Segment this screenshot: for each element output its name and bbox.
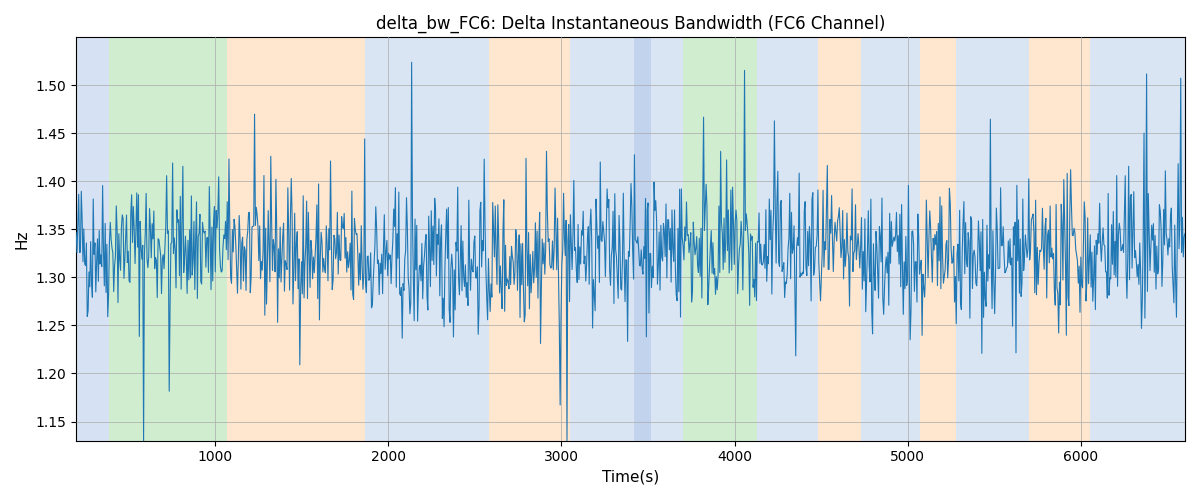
Bar	[920, 38, 956, 440]
Bar	[956, 38, 1030, 440]
Bar	[1090, 38, 1184, 440]
Bar	[76, 38, 109, 440]
Bar	[634, 38, 652, 440]
Bar	[817, 38, 862, 440]
Bar	[570, 38, 634, 440]
Bar	[757, 38, 817, 440]
Bar	[227, 38, 366, 440]
Bar	[652, 38, 683, 440]
Bar	[366, 38, 488, 440]
Y-axis label: Hz: Hz	[14, 230, 30, 249]
Bar	[862, 38, 920, 440]
Bar	[488, 38, 570, 440]
X-axis label: Time(s): Time(s)	[602, 470, 659, 485]
Bar	[1030, 38, 1090, 440]
Bar	[683, 38, 757, 440]
Title: delta_bw_FC6: Delta Instantaneous Bandwidth (FC6 Channel): delta_bw_FC6: Delta Instantaneous Bandwi…	[376, 15, 886, 34]
Bar	[109, 38, 227, 440]
